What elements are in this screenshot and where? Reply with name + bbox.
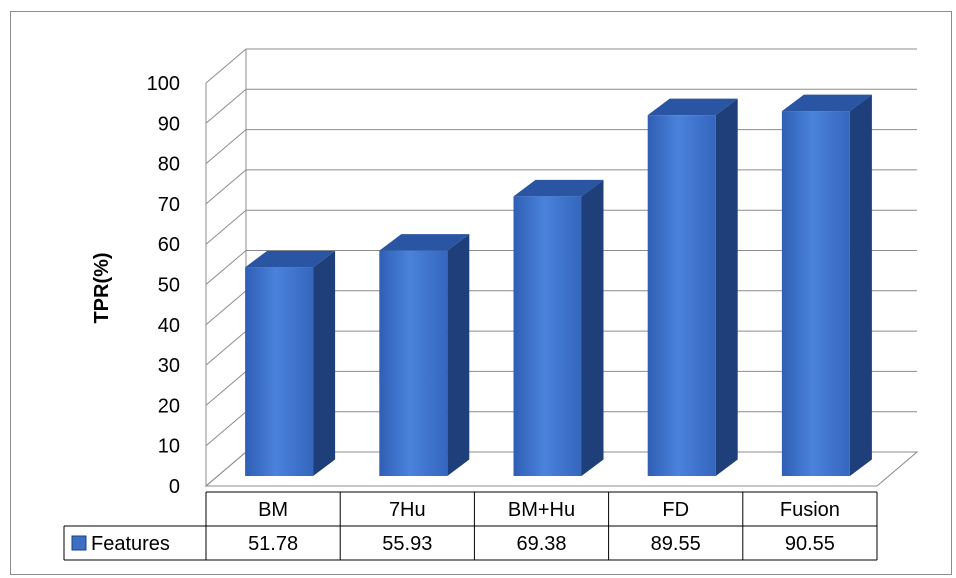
x-category-label: FD: [662, 499, 689, 521]
y-tick-label: 70: [158, 194, 180, 216]
bar-side: [715, 98, 738, 477]
x-category-label: BM+Hu: [508, 499, 575, 521]
bar-top: [245, 250, 336, 268]
y-tick-label: 100: [147, 73, 180, 95]
y-tick-label: 80: [158, 154, 180, 176]
y-tick-label: 30: [158, 355, 180, 377]
bar: [379, 250, 448, 476]
y-tick-label: 20: [158, 395, 180, 417]
x-category-label: Fusion: [780, 499, 840, 521]
side-wall-gridline: [205, 209, 247, 245]
bar: [781, 111, 850, 477]
bar-top: [513, 179, 604, 197]
y-tick-label: 90: [158, 113, 180, 135]
side-wall-gridline: [205, 48, 247, 84]
y-tick-label: 60: [158, 234, 180, 256]
x-category-label: BM: [258, 499, 288, 521]
side-wall-gridline: [205, 290, 247, 326]
chart-floor: [204, 451, 919, 487]
x-category-label: 7Hu: [389, 499, 426, 521]
bar: [513, 196, 582, 476]
side-wall-gridline: [205, 169, 247, 205]
side-wall-gridline: [205, 129, 247, 164]
bar-side: [313, 250, 336, 476]
bar-top: [781, 94, 872, 112]
bar-side: [849, 94, 872, 477]
bar-side: [581, 179, 604, 476]
data-table-value: 55.93: [382, 533, 432, 555]
y-tick-label: 0: [169, 476, 180, 498]
side-wall-gridline: [205, 411, 247, 447]
bar-side: [447, 234, 470, 476]
y-axis-title: TPR(%): [91, 252, 113, 323]
bar-top: [379, 234, 470, 251]
bar-top: [647, 98, 738, 116]
data-table-value: 69.38: [516, 533, 566, 555]
bar: [245, 267, 314, 476]
data-table-value: 90.55: [785, 533, 835, 555]
data-table-value: 51.78: [248, 533, 298, 555]
side-wall-gridline: [205, 88, 247, 124]
y-tick-label: 40: [158, 315, 180, 337]
bar: [647, 115, 716, 477]
side-wall-gridline: [205, 371, 247, 406]
y-tick-label: 10: [158, 436, 180, 458]
side-wall-gridline: [205, 250, 247, 285]
data-table-value: 89.55: [651, 533, 701, 555]
y-tick-label: 50: [158, 275, 180, 297]
side-wall-gridline: [205, 330, 247, 366]
legend-series-name: Features: [91, 533, 170, 555]
legend-marker: [71, 535, 87, 551]
